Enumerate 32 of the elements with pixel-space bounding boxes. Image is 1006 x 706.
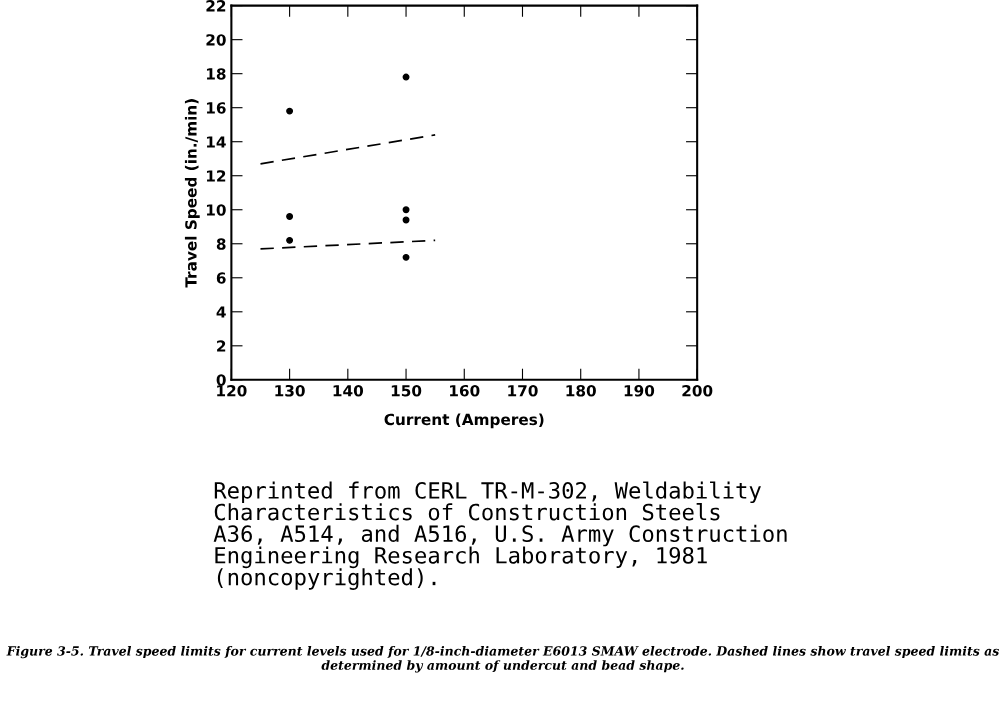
x-tick-label: 160 <box>450 384 480 397</box>
x-axis-title: Current (Amperes) <box>384 413 544 429</box>
y-tick-label: 6 <box>216 272 226 284</box>
y-tick-label: 0 <box>216 374 226 386</box>
y-tick-label: 14 <box>206 136 226 148</box>
x-tick-label: 130 <box>275 384 305 397</box>
y-tick-label: 2 <box>217 340 226 352</box>
y-tick-label: 22 <box>206 0 226 12</box>
x-tick-label: 140 <box>333 384 364 397</box>
x-tick-label: 170 <box>508 384 538 397</box>
y-tick-label: 18 <box>206 68 226 80</box>
x-tick-label: 150 <box>391 384 422 397</box>
point <box>402 206 410 214</box>
y-axis-title: Travel Speed (in./min) <box>184 99 200 288</box>
x-tick-label: 190 <box>624 384 655 397</box>
x-tick-label: 180 <box>566 384 596 397</box>
point <box>286 213 294 221</box>
text: Reprinted from CERL TR-M-302, Weldability Characteristics of Construction Steels A36, A514, and A516, U.S. Army Construction Engineering Research Laboratory, 1981 (noncopyrighted). <box>213 481 787 590</box>
y-tick-label: 16 <box>206 102 226 114</box>
y-tick-label: 10 <box>206 204 226 216</box>
point <box>286 107 294 115</box>
x-tick-label: 120 <box>217 384 247 397</box>
point <box>402 73 410 81</box>
y-tick-label: 12 <box>206 170 226 182</box>
point <box>402 253 410 261</box>
caption: Figure 3-5. Travel speed limits for current levels used for 1/8-inch-diameter E6013 SMAW electrode. Dashed lines show travel speed limits as determined by amount of undercut and bead shape. <box>6 645 1000 673</box>
x-tick-label: 200 <box>682 384 713 397</box>
point <box>402 216 410 224</box>
y-tick-label: 20 <box>206 34 226 46</box>
point <box>286 236 294 244</box>
y-tick-label: 4 <box>216 306 226 318</box>
y-tick-label: 8 <box>216 238 226 250</box>
